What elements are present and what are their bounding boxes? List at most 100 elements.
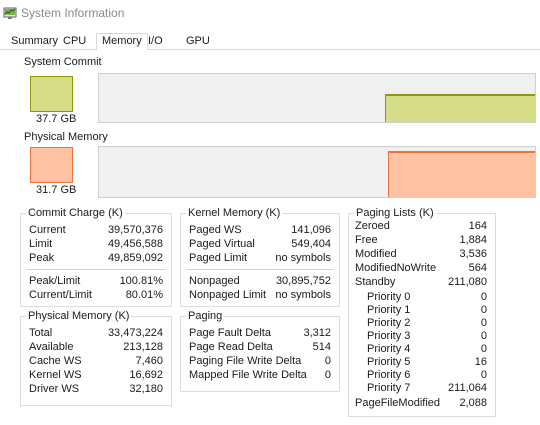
tab-memory[interactable]: Memory (96, 33, 148, 51)
paged-virtual-label: Paged Virtual (189, 238, 255, 250)
commit-peak-value: 49,859,092 (107, 252, 163, 264)
free-label: Free (355, 234, 378, 246)
nonpaged-limit-value: no symbols (275, 289, 331, 301)
tab-gpu[interactable]: GPU (186, 35, 210, 47)
paged-limit-row: Paged Limit no symbols (189, 252, 331, 265)
system-commit-graph (98, 73, 536, 123)
window-title: System Information (21, 6, 125, 20)
priority-row: Priority 6 0 (367, 369, 487, 382)
paging-file-write-delta-label: Paging File Write Delta (189, 355, 302, 367)
peak-limit-row: Peak/Limit 100.81% (29, 275, 163, 288)
page-read-delta-value: 514 (312, 341, 331, 353)
paging-file-write-delta-row: Paging File Write Delta 0 (189, 355, 331, 368)
current-limit-row: Current/Limit 80.01% (29, 289, 163, 302)
paged-ws-value: 141,096 (291, 224, 331, 236)
priority-4-label: Priority 4 (367, 343, 411, 355)
phys-kernel-ws-label: Kernel WS (29, 369, 82, 381)
standby-value: 211,080 (448, 276, 487, 288)
priority-3-label: Priority 3 (367, 330, 411, 342)
modified-value: 3,536 (459, 248, 487, 260)
phys-driver-ws-label: Driver WS (29, 383, 80, 395)
priority-3-value: 0 (480, 330, 487, 342)
priority-7-value: 211,064 (448, 382, 487, 394)
page-fault-delta-value: 3,312 (303, 327, 331, 339)
priority-6-label: Priority 6 (367, 369, 411, 381)
priority-row: Priority 0 0 (367, 291, 487, 304)
tab-io[interactable]: I/O (148, 35, 163, 47)
priority-1-value: 0 (480, 304, 487, 316)
modified-no-write-label: ModifiedNoWrite (355, 262, 437, 274)
phys-kernel-ws-value: 16,692 (129, 369, 163, 381)
phys-driver-ws-value: 32,180 (129, 383, 163, 395)
memory-tab-content: System Commit 37.7 GB Physical Memory 31… (0, 50, 540, 425)
system-commit-graph-fill (385, 94, 535, 122)
phys-kernel-ws-row: Kernel WS 16,692 (29, 369, 163, 382)
nonpaged-row: Nonpaged 30,895,752 (189, 275, 331, 288)
peak-limit-label: Peak/Limit (29, 275, 81, 287)
physical-memory-graph-fill (388, 151, 535, 197)
priority-row: Priority 2 0 (367, 317, 487, 330)
commit-charge-title: Commit Charge (K) (26, 207, 125, 220)
phys-available-row: Available 213,128 (29, 341, 163, 354)
physical-memory-graph (98, 146, 536, 198)
paging-title: Paging (186, 310, 225, 323)
commit-current-label: Current (29, 224, 66, 236)
kernel-memory-title: Kernel Memory (K) (186, 207, 283, 220)
paging-lists-title: Paging Lists (K) (354, 207, 436, 220)
tab-cpu[interactable]: CPU (63, 35, 87, 47)
system-commit-value: 37.7 GB (36, 113, 77, 125)
commit-charge-divider (27, 269, 165, 270)
page-read-delta-label: Page Read Delta (189, 341, 273, 353)
physical-memory-label: Physical Memory (24, 131, 108, 143)
priority-0-label: Priority 0 (367, 291, 411, 303)
nonpaged-value: 30,895,752 (275, 275, 331, 287)
standby-row: Standby 211,080 (355, 276, 487, 289)
priority-row: Priority 7 211,064 (367, 382, 487, 395)
phys-available-label: Available (29, 341, 74, 353)
paged-virtual-row: Paged Virtual 549,404 (189, 238, 331, 251)
phys-driver-ws-row: Driver WS 32,180 (29, 383, 163, 396)
physical-memory-swatch (30, 147, 73, 183)
paging-group: Paging Page Fault Delta 3,312 Page Read … (180, 310, 340, 392)
standby-label: Standby (355, 276, 396, 288)
priority-2-value: 0 (480, 317, 487, 329)
paged-limit-value: no symbols (275, 252, 331, 264)
paging-lists-group: Paging Lists (K) Zeroed 164 Free 1,884 M… (348, 207, 496, 417)
phys-cache-ws-value: 7,460 (135, 355, 163, 367)
commit-charge-group: Commit Charge (K) Current 39,570,376 Lim… (20, 207, 172, 307)
modified-no-write-row: ModifiedNoWrite 564 (355, 262, 487, 275)
phys-total-value: 33,473,224 (107, 327, 163, 339)
kernel-memory-group: Kernel Memory (K) Paged WS 141,096 Paged… (180, 207, 340, 307)
zeroed-value: 164 (468, 220, 487, 232)
nonpaged-limit-label: Nonpaged Limit (189, 289, 267, 301)
page-read-delta-row: Page Read Delta 514 (189, 341, 331, 354)
zeroed-label: Zeroed (355, 220, 390, 232)
commit-current-row: Current 39,570,376 (29, 224, 163, 237)
commit-limit-value: 49,456,588 (107, 238, 163, 250)
commit-limit-label: Limit (29, 238, 53, 250)
current-limit-label: Current/Limit (29, 289, 92, 301)
paged-limit-label: Paged Limit (189, 252, 248, 264)
phys-total-row: Total 33,473,224 (29, 327, 163, 340)
page-fault-delta-label: Page Fault Delta (189, 327, 271, 339)
tab-summary[interactable]: Summary (11, 35, 59, 47)
modified-no-write-value: 564 (468, 262, 487, 274)
commit-current-value: 39,570,376 (107, 224, 163, 236)
paged-virtual-value: 549,404 (291, 238, 331, 250)
commit-peak-label: Peak (29, 252, 55, 264)
phys-available-value: 213,128 (123, 341, 163, 353)
peak-limit-value: 100.81% (119, 275, 163, 287)
system-information-icon (3, 7, 17, 19)
page-file-modified-label: PageFileModified (355, 397, 440, 409)
priority-2-label: Priority 2 (367, 317, 411, 329)
free-row: Free 1,884 (355, 234, 487, 247)
modified-row: Modified 3,536 (355, 248, 487, 261)
modified-label: Modified (355, 248, 397, 260)
physical-memory-value: 31.7 GB (36, 184, 77, 196)
phys-cache-ws-row: Cache WS 7,460 (29, 355, 163, 368)
page-file-modified-value: 2,088 (459, 397, 487, 409)
phys-cache-ws-label: Cache WS (29, 355, 82, 367)
paged-ws-label: Paged WS (189, 224, 242, 236)
priority-1-label: Priority 1 (367, 304, 411, 316)
tab-strip: Summary CPU Memory I/O GPU (0, 33, 540, 51)
